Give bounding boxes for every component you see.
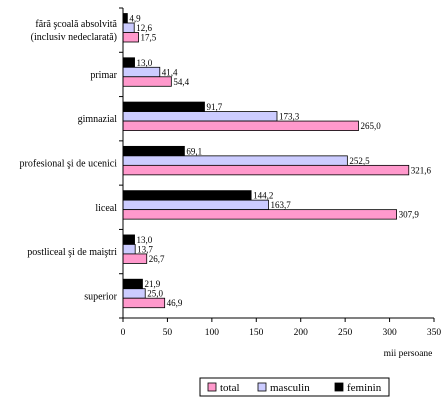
bar-total-1 <box>122 76 172 87</box>
data-label-total-4: 307,9 <box>399 210 420 220</box>
bar-masculin-4 <box>122 199 269 211</box>
data-label-total-2: 265,0 <box>360 121 381 131</box>
bar-total-3 <box>122 164 410 176</box>
x-tick-label-4: 200 <box>294 328 309 338</box>
category-label-0-line-0: fără şcoală absolvită <box>35 19 117 30</box>
x-tick-label-3: 150 <box>249 328 264 338</box>
data-label-feminin-5: 13,0 <box>137 235 153 245</box>
category-label-6: superior <box>84 291 117 302</box>
data-label-masculin-5: 13,7 <box>137 244 153 254</box>
x-tick-label-7: 350 <box>427 328 442 338</box>
bar-total-6 <box>122 297 166 309</box>
bar-feminin-5 <box>122 234 135 245</box>
x-axis: 0 50 100 150 200 250 300 350 <box>119 7 442 338</box>
bar-masculin-5 <box>122 244 136 255</box>
category-labels: fără şcoală absolvită (inclusiv nedeclara… <box>20 19 118 302</box>
legend-label-feminin: feminin <box>347 382 382 394</box>
data-label-total-5: 26,7 <box>149 254 165 264</box>
data-label-feminin-2: 91,7 <box>206 102 222 112</box>
bars-layer: 4,9 13,0 91,7 69,1 144,2 13,0 21,9 12,6 41,4 173,… <box>122 13 432 309</box>
data-label-total-6: 46,9 <box>167 298 183 308</box>
bar-feminin-1 <box>122 57 135 68</box>
data-label-masculin-4: 163,7 <box>270 200 291 210</box>
bar-feminin-6 <box>122 278 143 290</box>
bar-masculin-6 <box>122 288 146 299</box>
data-label-feminin-4: 144,2 <box>253 191 273 201</box>
category-label-1: primar <box>90 70 117 81</box>
data-label-masculin-6: 25,0 <box>147 289 163 299</box>
data-label-feminin-3: 69,1 <box>186 146 202 156</box>
category-label-0-line-1: (inclusiv nedeclarată) <box>31 32 117 43</box>
data-label-masculin-3: 252,5 <box>349 156 370 166</box>
data-label-feminin-1: 13,0 <box>137 58 153 68</box>
bar-masculin-3 <box>122 155 348 166</box>
bar-feminin-2 <box>122 101 205 112</box>
data-label-total-0: 17,5 <box>141 33 157 43</box>
legend-swatch-feminin <box>334 382 344 392</box>
category-label-2: gimnazial <box>78 114 118 125</box>
data-label-masculin-0: 12,6 <box>136 23 152 33</box>
x-axis-title: mii persoane <box>384 349 433 359</box>
legend-label-masculin: masculin <box>270 382 310 394</box>
data-label-masculin-2: 173,3 <box>279 112 300 122</box>
data-label-total-3: 321,6 <box>411 165 432 175</box>
category-label-3: profesional şi de ucenici <box>20 159 118 170</box>
bar-total-5 <box>122 253 148 264</box>
x-tick-label-1: 50 <box>163 328 173 338</box>
category-label-5: postliceal şi de maiştri <box>27 247 117 258</box>
bar-masculin-2 <box>122 111 278 122</box>
bar-feminin-0 <box>122 13 128 24</box>
bar-masculin-0 <box>122 22 135 33</box>
data-label-feminin-6: 21,9 <box>144 279 160 289</box>
x-tick-label-2: 100 <box>205 328 220 338</box>
bar-total-4 <box>122 209 397 220</box>
x-tick-label-6: 300 <box>382 328 397 338</box>
category-label-4: liceal <box>95 203 117 214</box>
data-label-total-1: 54,4 <box>173 77 189 87</box>
bar-total-0 <box>122 32 139 43</box>
bar-feminin-4 <box>122 190 252 201</box>
data-label-feminin-0: 4,9 <box>129 14 141 24</box>
bar-total-2 <box>122 120 359 131</box>
bar-feminin-3 <box>122 145 185 157</box>
data-label-masculin-1: 41,4 <box>162 67 178 77</box>
x-tick-label-0: 0 <box>121 328 126 338</box>
legend: total masculin feminin <box>207 382 382 394</box>
legend-box <box>199 377 390 397</box>
x-tick-label-5: 250 <box>338 328 353 338</box>
legend-swatch-total <box>207 382 217 392</box>
bar-masculin-1 <box>122 66 161 78</box>
legend-swatch-masculin <box>257 382 267 392</box>
legend-label-total: total <box>220 382 240 394</box>
